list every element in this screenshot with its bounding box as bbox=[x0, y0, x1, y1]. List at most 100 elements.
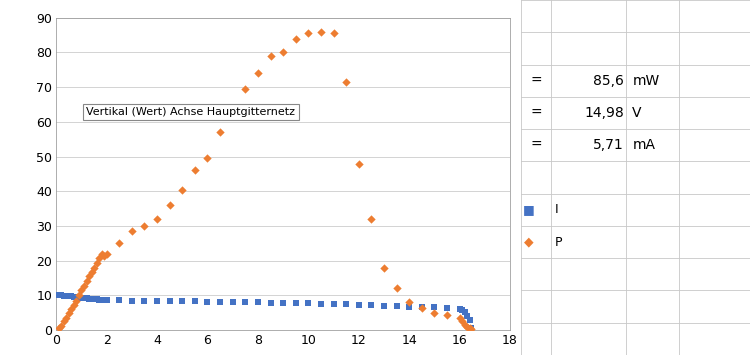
Text: =: = bbox=[530, 74, 542, 88]
Point bbox=[277, 300, 289, 306]
Point bbox=[96, 297, 108, 302]
Point bbox=[461, 324, 473, 329]
Point bbox=[252, 70, 264, 76]
Point bbox=[290, 36, 302, 42]
Point bbox=[465, 326, 477, 331]
Text: I: I bbox=[555, 203, 559, 216]
Point bbox=[53, 293, 64, 298]
Point bbox=[91, 296, 103, 302]
Point bbox=[302, 301, 314, 306]
Point bbox=[58, 319, 70, 324]
Point bbox=[226, 299, 238, 305]
Point bbox=[454, 315, 466, 321]
Point bbox=[65, 306, 77, 312]
Point bbox=[315, 301, 327, 307]
Point bbox=[151, 298, 163, 304]
Point bbox=[456, 307, 468, 313]
Point bbox=[100, 251, 112, 257]
Point bbox=[378, 265, 390, 271]
Point bbox=[83, 296, 95, 301]
Point bbox=[404, 304, 416, 310]
Text: 14,98: 14,98 bbox=[584, 106, 624, 120]
Point bbox=[76, 288, 88, 293]
Point bbox=[100, 297, 112, 303]
Point bbox=[464, 318, 476, 323]
Point bbox=[76, 295, 88, 301]
Point bbox=[416, 305, 428, 310]
Point bbox=[50, 293, 62, 298]
Point bbox=[290, 301, 302, 306]
Point bbox=[126, 298, 138, 304]
Point bbox=[378, 303, 390, 308]
Point bbox=[70, 298, 82, 304]
Point bbox=[465, 327, 477, 332]
Point bbox=[365, 216, 377, 222]
Point bbox=[78, 295, 90, 301]
Point bbox=[328, 31, 340, 36]
Text: mA: mA bbox=[632, 138, 656, 152]
Point bbox=[98, 297, 110, 302]
Point bbox=[53, 326, 64, 331]
Point bbox=[68, 294, 80, 300]
Point bbox=[202, 299, 214, 305]
Point bbox=[189, 299, 201, 304]
Point bbox=[265, 300, 277, 306]
Point bbox=[239, 300, 251, 305]
Point bbox=[78, 283, 90, 289]
Point bbox=[416, 304, 428, 310]
Point bbox=[391, 286, 403, 291]
Point bbox=[58, 293, 70, 299]
Point bbox=[91, 260, 103, 266]
Point bbox=[265, 53, 277, 59]
Text: mW: mW bbox=[632, 74, 659, 88]
Point bbox=[68, 302, 80, 308]
Text: =: = bbox=[530, 138, 542, 152]
Point bbox=[189, 168, 201, 173]
Point bbox=[328, 301, 340, 307]
Point bbox=[88, 265, 100, 271]
Point bbox=[164, 299, 176, 304]
Point bbox=[93, 297, 105, 302]
Point bbox=[302, 31, 314, 36]
Point bbox=[56, 293, 68, 298]
Point bbox=[65, 294, 77, 299]
Point bbox=[456, 319, 468, 324]
Text: ◆: ◆ bbox=[524, 236, 533, 248]
Text: V: V bbox=[632, 106, 642, 120]
Point bbox=[98, 253, 110, 258]
Point bbox=[365, 302, 377, 308]
Point bbox=[93, 255, 105, 261]
Point bbox=[126, 228, 138, 234]
Point bbox=[96, 251, 108, 257]
Point bbox=[352, 302, 364, 308]
Point bbox=[139, 298, 151, 304]
Point bbox=[176, 299, 188, 304]
Point bbox=[458, 322, 470, 328]
Point bbox=[441, 305, 453, 311]
Point bbox=[202, 155, 214, 161]
Text: =: = bbox=[530, 106, 542, 120]
Point bbox=[214, 299, 226, 305]
Point bbox=[86, 269, 98, 275]
Text: ■: ■ bbox=[523, 203, 535, 216]
Point bbox=[164, 202, 176, 208]
Point bbox=[352, 161, 364, 166]
Point bbox=[70, 294, 82, 300]
Point bbox=[214, 130, 226, 135]
Point bbox=[176, 187, 188, 192]
Text: Vertikal (Wert) Achse Hauptgitternetz: Vertikal (Wert) Achse Hauptgitternetz bbox=[86, 107, 296, 117]
Point bbox=[73, 293, 85, 298]
Point bbox=[56, 323, 68, 328]
Point bbox=[88, 296, 100, 302]
Point bbox=[340, 79, 352, 85]
Point bbox=[63, 293, 75, 299]
Point bbox=[458, 309, 470, 315]
Text: P: P bbox=[555, 236, 562, 248]
Point bbox=[83, 273, 95, 279]
Point bbox=[80, 278, 92, 284]
Point bbox=[239, 86, 251, 92]
Text: 5,71: 5,71 bbox=[593, 138, 624, 152]
Point bbox=[63, 311, 75, 316]
Point bbox=[226, 112, 238, 118]
Point bbox=[277, 50, 289, 55]
